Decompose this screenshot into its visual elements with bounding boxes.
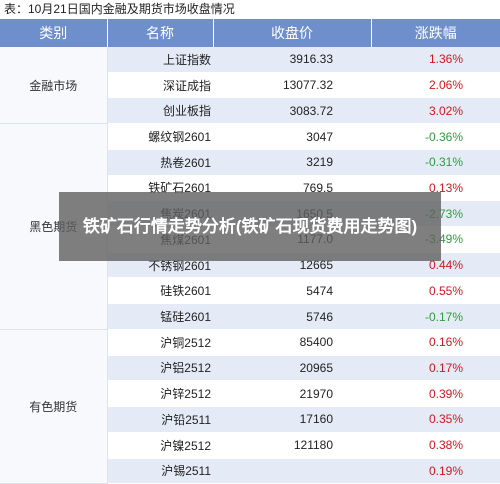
table-row: 硅铁2601 5474 0.55% — [0, 277, 500, 305]
change-pct-cell: -0.17% — [371, 303, 500, 330]
close-price-cell — [213, 458, 371, 484]
name-cell: 螺纹钢2601 — [107, 123, 213, 150]
close-price-cell: 5474 — [213, 277, 371, 305]
table-row: 创业板指 3083.72 3.02% — [0, 97, 500, 125]
name-cell: 沪铝2512 — [107, 355, 213, 382]
change-pct-cell: 0.35% — [371, 406, 500, 433]
close-price-cell: 13077.32 — [213, 72, 371, 99]
change-pct-cell: 0.17% — [371, 355, 500, 382]
close-price-cell: 3916.33 — [213, 47, 371, 73]
name-cell: 热卷2601 — [107, 149, 213, 176]
category-cell: 金融市场 — [0, 47, 108, 125]
name-cell: 创业板指 — [107, 97, 213, 125]
close-price-cell: 3083.72 — [213, 97, 371, 125]
table-row: 沪铅2511 17160 0.35% — [0, 406, 500, 433]
table-row: 锰硅2601 5746 -0.17% — [0, 303, 500, 330]
name-cell: 沪铜2512 — [107, 329, 213, 356]
name-cell: 沪锌2512 — [107, 380, 213, 408]
change-pct-cell: 3.02% — [371, 97, 500, 125]
change-pct-cell: -0.36% — [371, 123, 500, 150]
close-price-cell: 20965 — [213, 355, 371, 382]
table-caption: 表：10月21日国内金融及期货市场收盘情况 — [4, 2, 235, 16]
close-price-cell: 3047 — [213, 123, 371, 150]
name-cell: 沪锡2511 — [107, 458, 213, 484]
name-cell: 锰硅2601 — [107, 303, 213, 330]
close-price-cell: 85400 — [213, 329, 371, 356]
change-pct-cell: 1.36% — [371, 47, 500, 73]
category-cell: 有色期货 — [0, 329, 108, 484]
name-cell: 上证指数 — [107, 47, 213, 73]
close-price-cell: 17160 — [213, 406, 371, 433]
table-row: 金融市场 上证指数 3916.33 1.36% — [0, 47, 500, 125]
change-pct-cell: 0.38% — [371, 432, 500, 459]
change-pct-cell: 0.39% — [371, 380, 500, 408]
table-row: 沪铝2512 20965 0.17% — [0, 355, 500, 382]
close-price-cell: 121180 — [213, 432, 371, 459]
name-cell: 沪铅2511 — [107, 406, 213, 433]
name-cell: 沪镍2512 — [107, 432, 213, 459]
change-pct-cell: 0.16% — [371, 329, 500, 356]
table-row: 有色期货 沪铜2512 85400 0.16% — [0, 329, 500, 484]
header-name: 名称 — [107, 19, 214, 47]
header-category: 类别 — [0, 19, 108, 47]
change-pct-cell: -0.31% — [371, 149, 500, 176]
change-pct-cell: 2.06% — [371, 72, 500, 99]
header-close-price: 收盘价 — [213, 19, 372, 47]
article-title-overlay: 铁矿石行情走势分析(铁矿石现货费用走势图) — [59, 192, 441, 261]
name-cell: 硅铁2601 — [107, 277, 213, 305]
table-row: 沪锌2512 21970 0.39% — [0, 380, 500, 408]
close-price-cell: 21970 — [213, 380, 371, 408]
name-cell: 深证成指 — [107, 72, 213, 99]
close-price-cell: 3219 — [213, 149, 371, 176]
table-header-row: 类别 名称 收盘价 涨跌幅 — [0, 19, 500, 47]
change-pct-cell: 0.55% — [371, 277, 500, 305]
change-pct-cell: 0.19% — [371, 458, 500, 484]
table-row: 热卷2601 3219 -0.31% — [0, 149, 500, 176]
close-price-cell: 5746 — [213, 303, 371, 330]
header-change-pct: 涨跌幅 — [371, 19, 500, 47]
table-row: 黑色期货 螺纹钢2601 3047 -0.36% — [0, 123, 500, 330]
table-row: 深证成指 13077.32 2.06% — [0, 72, 500, 99]
